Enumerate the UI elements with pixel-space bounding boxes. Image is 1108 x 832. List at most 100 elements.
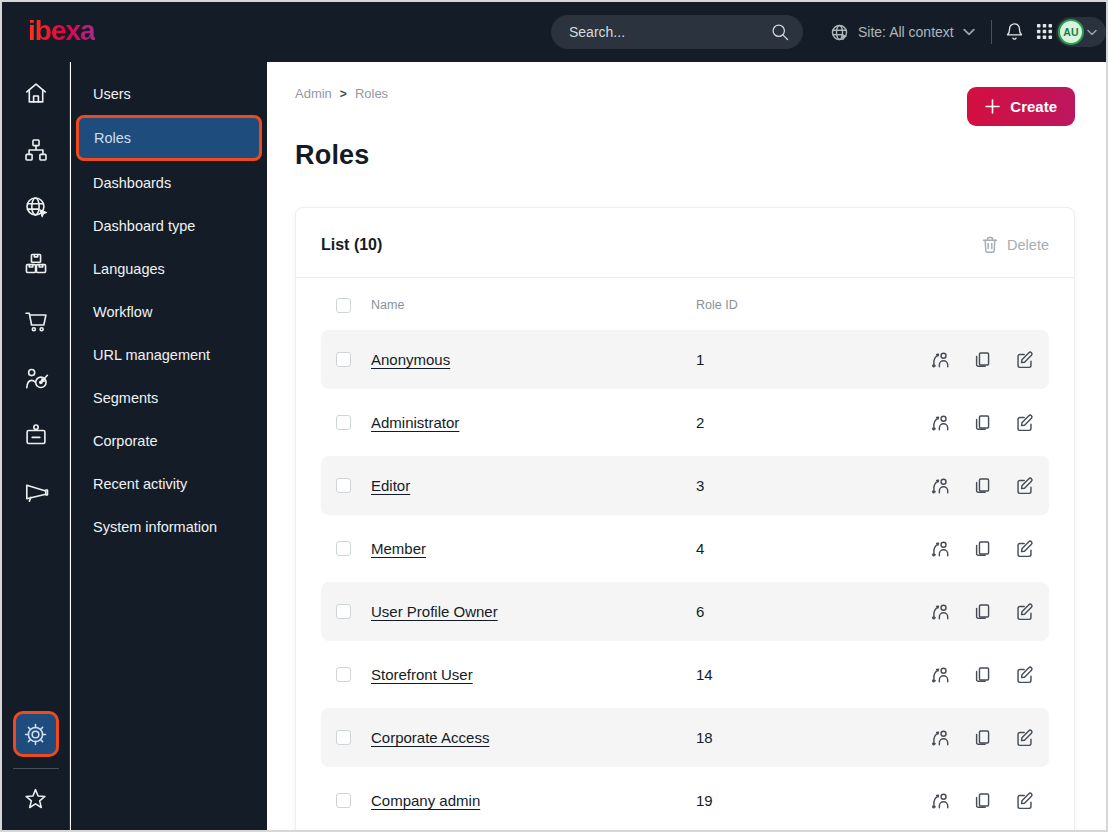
- assign-button[interactable]: [931, 476, 950, 495]
- edit-button[interactable]: [1015, 665, 1034, 684]
- table-row: Administrator 2: [321, 393, 1049, 452]
- user-menu[interactable]: AU: [1056, 17, 1106, 47]
- nav-bookmarks-icon[interactable]: [2, 776, 70, 822]
- edit-button[interactable]: [1015, 539, 1034, 558]
- edit-button[interactable]: [1015, 791, 1034, 810]
- site-context-label: Site: All context: [858, 24, 954, 40]
- nav-admin-settings-icon[interactable]: [13, 711, 59, 757]
- role-link[interactable]: Administrator: [371, 414, 459, 431]
- menu-item-roles[interactable]: Roles: [76, 115, 262, 161]
- menu-item-recent-activity[interactable]: Recent activity: [71, 462, 267, 505]
- menu-item-workflow[interactable]: Workflow: [71, 290, 267, 333]
- menu-item-system-information[interactable]: System information: [71, 505, 267, 548]
- menu-item-users[interactable]: Users: [71, 72, 267, 115]
- admin-menu: Users Roles Dashboards Dashboard type La…: [71, 62, 267, 830]
- avatar: AU: [1058, 19, 1084, 45]
- roles-table: Name Role ID Anonymous 1 Adm: [296, 278, 1074, 830]
- ibexa-logo[interactable]: ibexa: [28, 16, 95, 46]
- delete-button[interactable]: Delete: [982, 236, 1049, 254]
- row-checkbox[interactable]: [336, 604, 351, 619]
- copy-button[interactable]: [973, 728, 992, 747]
- create-button[interactable]: Create: [967, 87, 1075, 126]
- menu-item-url-management[interactable]: URL management: [71, 333, 267, 376]
- row-checkbox[interactable]: [336, 541, 351, 556]
- role-link[interactable]: User Profile Owner: [371, 603, 498, 620]
- breadcrumb: Admin > Roles: [295, 86, 388, 101]
- search-input[interactable]: [551, 15, 803, 49]
- role-id: 18: [696, 729, 931, 746]
- site-context-selector[interactable]: Site: All context: [830, 2, 975, 62]
- nav-product-catalog-icon[interactable]: [2, 235, 70, 292]
- assign-button[interactable]: [931, 413, 950, 432]
- roles-list-card: List (10) Delete Name Role ID Anonymous …: [295, 207, 1075, 832]
- edit-button[interactable]: [1015, 476, 1034, 495]
- menu-item-dashboard-type[interactable]: Dashboard type: [71, 204, 267, 247]
- copy-button[interactable]: [973, 602, 992, 621]
- menu-item-dashboards[interactable]: Dashboards: [71, 161, 267, 204]
- nav-content-tree-icon[interactable]: [2, 121, 70, 178]
- copy-button[interactable]: [973, 476, 992, 495]
- nav-corporate-icon[interactable]: [2, 406, 70, 463]
- notifications-bell-icon[interactable]: [1004, 21, 1025, 42]
- row-checkbox[interactable]: [336, 793, 351, 808]
- table-row: Storefront User 14: [321, 645, 1049, 704]
- rail-bottom-group: [2, 711, 70, 830]
- edit-button[interactable]: [1015, 602, 1034, 621]
- edit-button[interactable]: [1015, 413, 1034, 432]
- nav-home-icon[interactable]: [2, 64, 70, 121]
- menu-item-corporate[interactable]: Corporate: [71, 419, 267, 462]
- table-row: Anonymous 1: [321, 330, 1049, 389]
- nav-personalization-icon[interactable]: [2, 349, 70, 406]
- copy-button[interactable]: [973, 791, 992, 810]
- global-search: [551, 15, 803, 49]
- assign-button[interactable]: [931, 791, 950, 810]
- assign-button[interactable]: [931, 728, 950, 747]
- row-checkbox[interactable]: [336, 667, 351, 682]
- role-id: 3: [696, 477, 931, 494]
- menu-item-languages[interactable]: Languages: [71, 247, 267, 290]
- search-icon[interactable]: [770, 22, 790, 42]
- row-checkbox[interactable]: [336, 352, 351, 367]
- column-header-name: Name: [371, 298, 696, 312]
- trash-icon: [982, 236, 998, 254]
- role-id: 1: [696, 351, 931, 368]
- role-link[interactable]: Corporate Access: [371, 729, 489, 746]
- row-checkbox[interactable]: [336, 730, 351, 745]
- row-checkbox[interactable]: [336, 415, 351, 430]
- breadcrumb-admin[interactable]: Admin: [295, 86, 332, 101]
- role-id: 4: [696, 540, 931, 557]
- assign-button[interactable]: [931, 539, 950, 558]
- row-checkbox[interactable]: [336, 478, 351, 493]
- role-id: 19: [696, 792, 931, 809]
- list-title: List (10): [321, 236, 382, 254]
- assign-button[interactable]: [931, 350, 950, 369]
- nav-site-icon[interactable]: [2, 178, 70, 235]
- select-all-checkbox[interactable]: [336, 298, 351, 313]
- role-link[interactable]: Editor: [371, 477, 410, 494]
- role-link[interactable]: Member: [371, 540, 426, 557]
- role-id: 2: [696, 414, 931, 431]
- chevron-down-icon: [963, 28, 975, 36]
- role-id: 6: [696, 603, 931, 620]
- main-nav-rail: [2, 62, 70, 830]
- copy-button[interactable]: [973, 350, 992, 369]
- menu-item-segments[interactable]: Segments: [71, 376, 267, 419]
- copy-button[interactable]: [973, 413, 992, 432]
- app-grid-icon[interactable]: [1035, 22, 1054, 41]
- page-title: Roles: [295, 140, 370, 171]
- role-link[interactable]: Storefront User: [371, 666, 473, 683]
- column-header-role-id: Role ID: [696, 298, 931, 312]
- assign-button[interactable]: [931, 602, 950, 621]
- nav-commerce-icon[interactable]: [2, 292, 70, 349]
- role-link[interactable]: Company admin: [371, 792, 480, 809]
- edit-button[interactable]: [1015, 350, 1034, 369]
- nav-marketing-icon[interactable]: [2, 463, 70, 520]
- app-window: ibexa Site: All context AU: [0, 0, 1108, 832]
- edit-button[interactable]: [1015, 728, 1034, 747]
- assign-button[interactable]: [931, 665, 950, 684]
- top-bar: ibexa Site: All context AU: [2, 2, 1106, 62]
- copy-button[interactable]: [973, 665, 992, 684]
- role-link[interactable]: Anonymous: [371, 351, 450, 368]
- copy-button[interactable]: [973, 539, 992, 558]
- table-row: Corporate Access 18: [321, 708, 1049, 767]
